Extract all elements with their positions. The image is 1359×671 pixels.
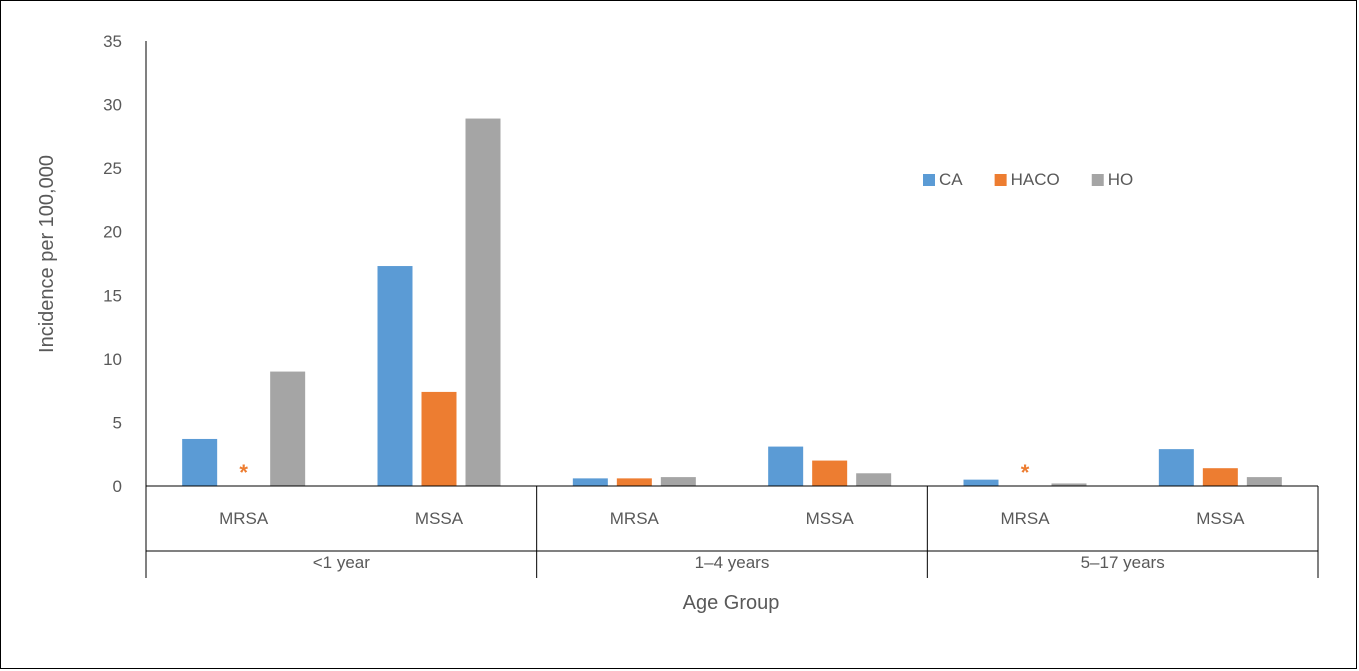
y-tick-label: 5 [113, 413, 122, 432]
bar-haco-1 [421, 391, 457, 486]
x-axis-title: Age Group [683, 592, 780, 614]
category-label: MSSA [1196, 509, 1245, 528]
y-tick-label: 20 [103, 223, 122, 242]
y-tick-label: 30 [103, 96, 122, 115]
category-label: MSSA [806, 509, 855, 528]
bar-ho-0 [270, 371, 306, 486]
y-tick-label: 10 [103, 350, 122, 369]
category-label: MRSA [610, 509, 660, 528]
bar-ca-4 [963, 479, 999, 486]
category-label: MSSA [415, 509, 464, 528]
bar-ho-4 [1051, 483, 1087, 486]
bar-ho-3 [856, 473, 892, 486]
bar-ho-1 [465, 118, 501, 487]
legend-label-ca: CA [939, 170, 963, 189]
bar-haco-2 [616, 478, 652, 486]
legend-label-ho: HO [1108, 170, 1134, 189]
y-tick-label: 15 [103, 286, 122, 305]
bar-ca-5 [1158, 449, 1194, 486]
bar-ca-1 [377, 266, 413, 486]
bar-ho-2 [660, 477, 696, 486]
legend: CA HACO HO [923, 170, 1133, 189]
bar-ca-3 [768, 446, 804, 486]
category-label: MRSA [1000, 509, 1050, 528]
bars: * * [182, 118, 1282, 487]
legend-swatch-ho [1091, 174, 1104, 186]
y-tick-label: 25 [103, 159, 122, 178]
bar-haco-3 [812, 460, 848, 486]
x-axis: MRSA MSSA MRSA MSSA MRSA MSSA <1 year 1–4 years… [145, 485, 1319, 578]
bar-ho-5 [1246, 477, 1282, 486]
bar-ca-0 [182, 438, 218, 486]
bar-haco-5 [1202, 468, 1238, 486]
group-label: 5–17 years [1081, 553, 1165, 572]
bar-ca-2 [572, 478, 608, 486]
group-label: <1 year [313, 553, 371, 572]
legend-label-haco: HACO [1011, 170, 1060, 189]
asterisk-annotation: * [1021, 460, 1030, 485]
y-axis: 0 5 10 15 20 25 30 35 [103, 32, 147, 496]
legend-swatch-ca [923, 174, 935, 186]
y-axis-title: Incidence per 100,000 [36, 155, 58, 353]
y-tick-label: 35 [103, 32, 122, 51]
group-label: 1–4 years [695, 553, 770, 572]
asterisk-annotation: * [239, 460, 248, 485]
category-label: MRSA [219, 509, 269, 528]
legend-swatch-haco [994, 174, 1007, 186]
y-tick-label: 0 [113, 477, 122, 496]
